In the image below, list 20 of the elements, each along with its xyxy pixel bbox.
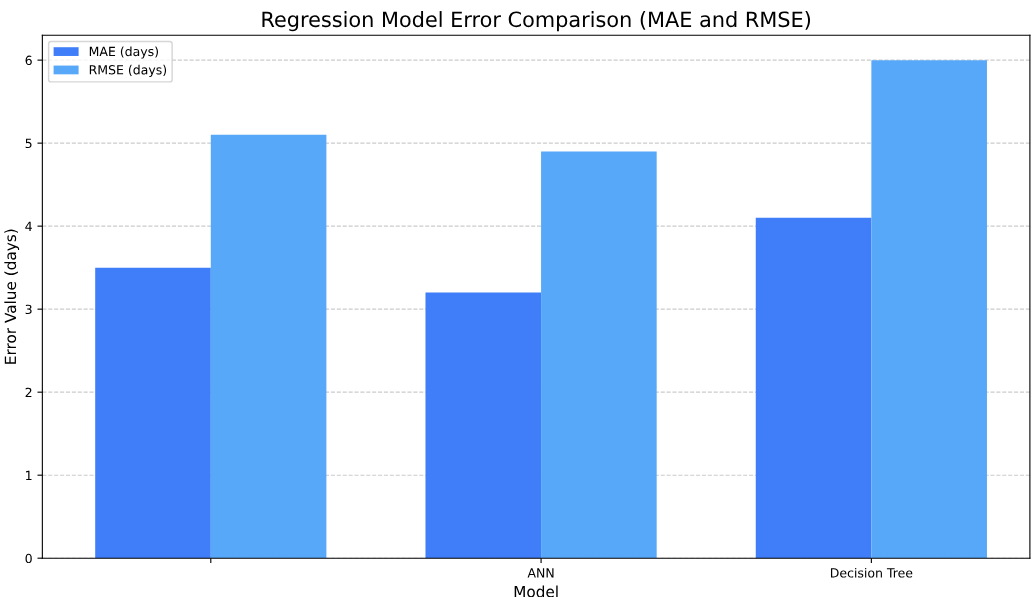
y-tick-label: 6 <box>25 55 32 66</box>
bar <box>95 267 211 559</box>
bar <box>425 292 542 559</box>
bar <box>871 60 987 559</box>
y-tick-label: 0 <box>25 553 32 564</box>
legend-label: MAE (days) <box>89 46 158 59</box>
y-tick-label: 5 <box>25 138 32 149</box>
legend-label: RMSE (days) <box>89 64 167 77</box>
chart-title: Regression Model Error Comparison (MAE and RMSE) <box>262 11 811 32</box>
x-axis-title: Model <box>514 585 558 597</box>
y-tick-label: 3 <box>25 304 32 315</box>
x-tick-label: ANN <box>527 568 554 578</box>
bar <box>541 151 657 559</box>
y-tick-label: 2 <box>25 387 32 397</box>
bar <box>210 134 327 559</box>
y-axis-title: Error Value (days) <box>4 229 20 364</box>
y-tick-label: 1 <box>26 470 32 480</box>
x-tick-label: Decision Tree <box>830 567 913 578</box>
y-tick-label: 4 <box>25 221 32 231</box>
bar <box>755 217 872 559</box>
